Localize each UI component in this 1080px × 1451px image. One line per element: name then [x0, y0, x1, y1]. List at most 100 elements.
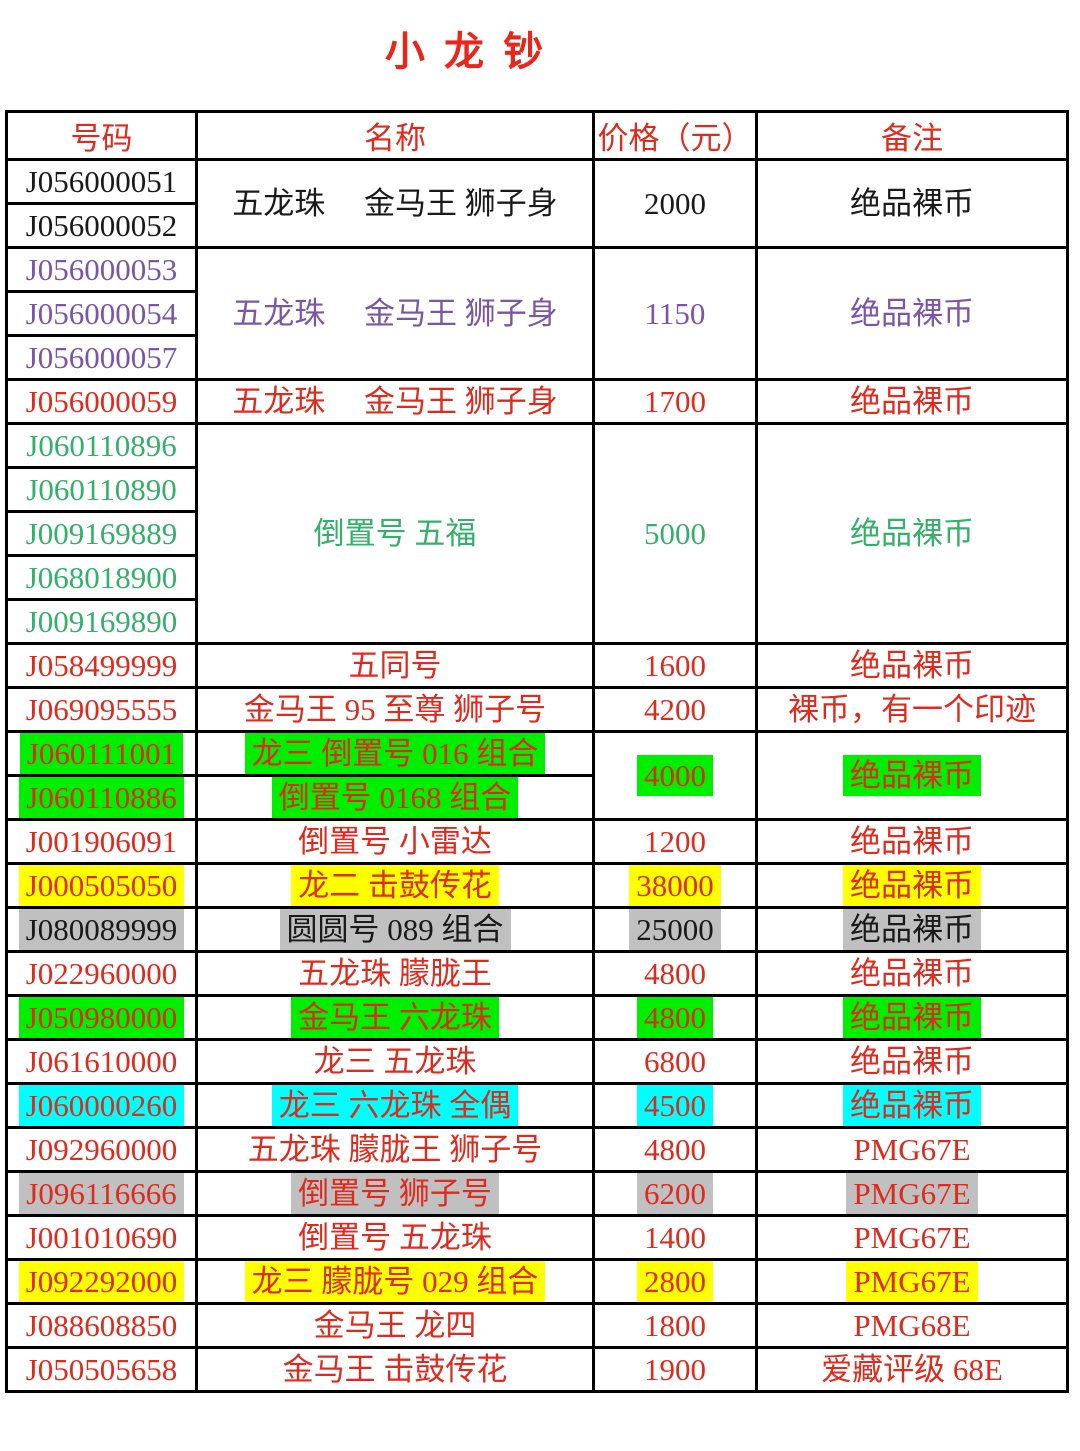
number-cell: J001906091	[5, 818, 198, 865]
table-header: 号码 名称 价格（元） 备注	[5, 110, 1069, 161]
table-row: J060110886 倒置号 0168 组合	[5, 774, 1068, 821]
number-text: J056000057	[25, 340, 178, 375]
note-text: PMG67E	[846, 1262, 978, 1301]
note-text: 绝品裸币	[850, 956, 974, 991]
price-text: 4800	[637, 998, 713, 1037]
number-text: J080089999	[18, 910, 185, 949]
column-header-price: 价格（元）	[592, 110, 758, 161]
note-text: 裸币，有一个印迹	[788, 692, 1036, 727]
price-cell: 2000	[592, 158, 758, 249]
note-cell: PMG67E	[755, 1170, 1069, 1217]
price-cell: 1400	[592, 1214, 758, 1261]
table-row: J056000053 五龙珠 金马王 狮子身 1150 绝品裸币	[5, 246, 1069, 381]
name-text: 倒置号 0168 组合	[271, 778, 519, 817]
note-cell: 绝品裸币	[755, 1082, 1069, 1129]
number-text: J068018900	[25, 560, 178, 595]
number-cell: J096116666	[5, 1170, 198, 1217]
number-cell: J080089999	[5, 906, 198, 953]
number-text: J056000059	[25, 384, 178, 419]
number-cell: J050980000	[5, 994, 198, 1041]
number-text: J009169889	[25, 516, 178, 551]
name-cell: 倒置号 五福	[195, 422, 595, 645]
table-row: J056000054	[5, 290, 1068, 337]
price-text: 25000	[629, 910, 721, 949]
number-cell: J022960000	[5, 950, 198, 997]
note-cell: 爱藏评级 68E	[755, 1346, 1069, 1393]
number-text: J050505658	[25, 1352, 178, 1387]
price-cell: 4200	[592, 686, 758, 733]
table-row: J092960000 五龙珠 朦胧王 狮子号 4800 PMG67E	[5, 1126, 1069, 1173]
table-row: J050980000 金马王 六龙珠 4800 绝品裸币	[5, 994, 1069, 1041]
price-text: 1150	[644, 296, 706, 331]
price-cell: 2800	[592, 1258, 758, 1305]
number-text: J060110886	[19, 778, 184, 817]
table-row: J009169889	[5, 510, 1068, 557]
name-cell: 五龙珠 金马王 狮子身	[195, 378, 595, 425]
number-cell: J056000051	[5, 158, 198, 205]
note-cell: 绝品裸币	[755, 994, 1069, 1041]
name-text: 圆圆号 089 组合	[279, 910, 511, 949]
number-cell: J092960000	[5, 1126, 198, 1173]
number-text: J088608850	[25, 1308, 178, 1343]
table-row: J060111001 龙三 倒置号 016 组合 4000 绝品裸币	[5, 730, 1069, 821]
column-header-number: 号码	[5, 110, 198, 161]
column-header-name: 名称	[195, 110, 595, 161]
price-cell: 38000	[592, 862, 758, 909]
number-cell: J061610000	[5, 1038, 198, 1085]
price-text: 1800	[644, 1308, 706, 1343]
table-row: J096116666 倒置号 狮子号 6200 PMG67E	[5, 1170, 1069, 1217]
name-text: 五同号	[348, 648, 442, 683]
number-cell: J088608850	[5, 1302, 198, 1349]
number-cell: J058499999	[5, 642, 198, 689]
number-text: J000505050	[18, 866, 185, 905]
table-row: J056000057	[5, 334, 1068, 381]
price-cell: 1150	[592, 246, 758, 381]
name-cell: 倒置号 五龙珠	[195, 1214, 595, 1261]
price-text: 1700	[644, 384, 706, 419]
name-text: 龙三 朦胧号 029 组合	[244, 1262, 546, 1301]
name-cell: 五龙珠 朦胧王 狮子号	[195, 1126, 595, 1173]
note-cell: 绝品裸币	[755, 642, 1069, 689]
note-cell: PMG67E	[755, 1214, 1069, 1261]
table-row: J000505050 龙二 击鼓传花 38000 绝品裸币	[5, 862, 1069, 909]
name-text: 五龙珠 朦胧王 狮子号	[247, 1132, 543, 1167]
table-row: J001906091 倒置号 小雷达 1200 绝品裸币	[5, 818, 1069, 865]
name-text: 龙二 击鼓传花	[291, 866, 499, 905]
name-text: 金马王 龙四	[313, 1308, 477, 1343]
note-cell: 绝品裸币	[755, 862, 1069, 909]
note-text: 绝品裸币	[850, 648, 974, 683]
note-text: 绝品裸币	[843, 866, 981, 905]
note-text: 绝品裸币	[850, 296, 974, 331]
page-title: 小 龙 钞	[384, 30, 548, 74]
price-table-body: J056000051 五龙珠 金马王 狮子身 2000 绝品裸币 J056000052 J…	[5, 158, 1069, 1393]
price-text: 4800	[644, 1132, 706, 1167]
note-text: 爱藏评级 68E	[821, 1352, 1003, 1387]
table-row: J022960000 五龙珠 朦胧王 4800 绝品裸币	[5, 950, 1069, 997]
number-text: J058499999	[25, 648, 178, 683]
price-cell: 4000	[592, 730, 758, 821]
price-cell: 4500	[592, 1082, 758, 1129]
note-text: 绝品裸币	[843, 998, 981, 1037]
name-cell: 倒置号 0168 组合	[195, 774, 595, 821]
table-row: J056000052	[5, 202, 1068, 249]
name-cell: 倒置号 狮子号	[195, 1170, 595, 1217]
price-cell: 6800	[592, 1038, 758, 1085]
price-text: 2800	[637, 1262, 713, 1301]
note-text: PMG67E	[853, 1132, 971, 1167]
name-text: 五龙珠 朦胧王	[298, 956, 492, 991]
name-cell: 金马王 龙四	[195, 1302, 595, 1349]
number-cell: J060111001	[5, 730, 198, 777]
table-row: J056000051 五龙珠 金马王 狮子身 2000 绝品裸币	[5, 158, 1069, 249]
name-cell: 倒置号 小雷达	[195, 818, 595, 865]
price-text: 4800	[644, 956, 706, 991]
number-text: J060000260	[18, 1086, 185, 1125]
price-text: 6200	[637, 1174, 713, 1213]
number-cell: J068018900	[5, 554, 198, 601]
note-text: 绝品裸币	[850, 824, 974, 859]
name-cell: 龙三 五龙珠	[195, 1038, 595, 1085]
note-text: 绝品裸币	[843, 1086, 981, 1125]
number-cell: J009169890	[5, 598, 198, 645]
note-cell: PMG67E	[755, 1126, 1069, 1173]
number-text: J092960000	[25, 1132, 178, 1167]
name-cell: 金马王 击鼓传花	[195, 1346, 595, 1393]
